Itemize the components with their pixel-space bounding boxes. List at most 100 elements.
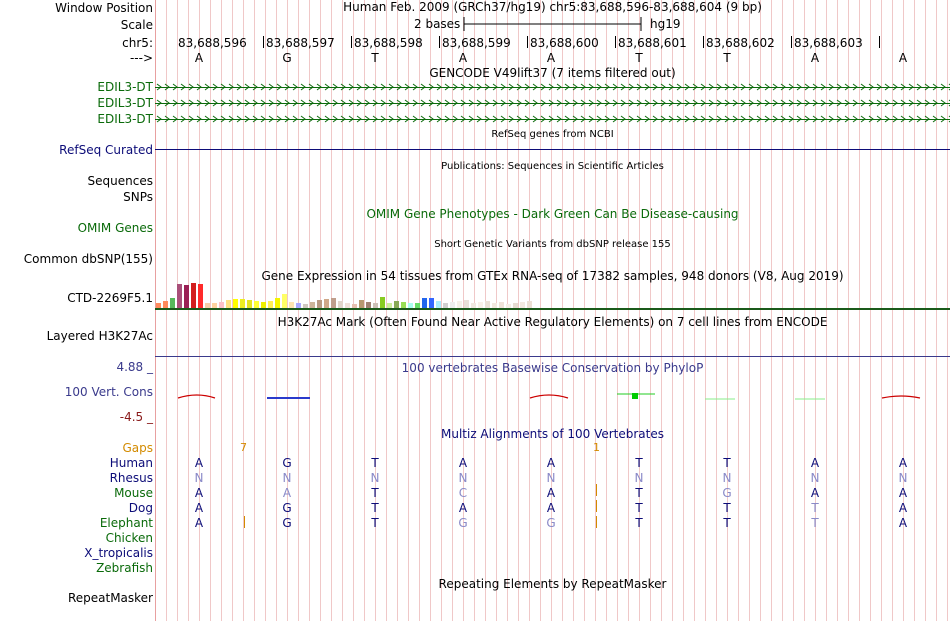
alignment-base: A <box>898 516 908 530</box>
gtex-bar[interactable] <box>240 299 245 308</box>
gencode-transcripts[interactable] <box>155 80 950 126</box>
alignment-base: C <box>458 486 468 500</box>
gtex-bar[interactable] <box>345 303 350 308</box>
gtex-bar[interactable] <box>422 298 427 308</box>
gaps-label: Gaps <box>122 441 153 455</box>
gtex-bar[interactable] <box>317 300 322 308</box>
dbsnp-label[interactable]: Common dbSNP(155) <box>23 252 153 266</box>
gtex-bar[interactable] <box>485 301 490 308</box>
refseq-line[interactable] <box>155 149 950 150</box>
gtex-bar[interactable] <box>408 303 413 308</box>
ruler-tick <box>791 36 792 48</box>
species-label[interactable]: Chicken <box>105 531 153 545</box>
gtex-bar[interactable] <box>191 283 196 308</box>
gtex-bar[interactable] <box>366 302 371 308</box>
gtex-bar[interactable] <box>513 303 518 308</box>
gtex-bar[interactable] <box>394 301 399 308</box>
ruler-position: 83,688,599 <box>442 36 511 50</box>
gtex-bar[interactable] <box>492 303 497 308</box>
sequence-base: A <box>458 51 468 65</box>
gtex-bar[interactable] <box>303 304 308 308</box>
gtex-bar[interactable] <box>254 301 259 308</box>
gtex-bar[interactable] <box>324 299 329 308</box>
alignment-base: G <box>458 516 468 530</box>
alignment-base: T <box>635 456 643 470</box>
gtex-label[interactable]: CTD-2269F5.1 <box>67 291 153 305</box>
species-label[interactable]: Zebrafish <box>96 561 153 575</box>
gencode-item-1[interactable]: EDIL3-DT <box>97 80 153 94</box>
gtex-bar[interactable] <box>247 300 252 308</box>
gtex-bar[interactable] <box>380 297 385 308</box>
gtex-bar[interactable] <box>520 302 525 308</box>
gtex-bar[interactable] <box>212 303 217 308</box>
alignment-base: N <box>370 471 380 485</box>
gtex-bar[interactable] <box>499 302 504 308</box>
gtex-bar[interactable] <box>261 302 266 308</box>
gencode-item-2[interactable]: EDIL3-DT <box>97 96 153 110</box>
rmsk-title: Repeating Elements by RepeatMasker <box>438 577 667 591</box>
gtex-bar[interactable] <box>275 298 280 308</box>
gtex-bar[interactable] <box>478 302 483 308</box>
gtex-bar[interactable] <box>205 303 210 308</box>
h3k27ac-label[interactable]: Layered H3K27Ac <box>46 329 153 343</box>
alignment-base: A <box>898 486 908 500</box>
gtex-bar[interactable] <box>527 301 532 308</box>
gtex-bar[interactable] <box>156 303 161 308</box>
gtex-bar[interactable] <box>457 301 462 308</box>
gtex-bar[interactable] <box>359 300 364 308</box>
pubs-label-sequences[interactable]: Sequences <box>87 174 153 188</box>
gtex-bar[interactable] <box>268 301 273 308</box>
ruler-position: 83,688,597 <box>266 36 335 50</box>
gtex-bar[interactable] <box>226 300 231 308</box>
gtex-bar[interactable] <box>198 284 203 308</box>
gtex-bar[interactable] <box>310 302 315 308</box>
gtex-bar[interactable] <box>219 302 224 308</box>
species-label[interactable]: Dog <box>128 501 153 515</box>
gtex-bar[interactable] <box>338 301 343 308</box>
gtex-bar[interactable] <box>415 303 420 308</box>
rmsk-label[interactable]: RepeatMasker <box>67 591 153 605</box>
gencode-item-3[interactable]: EDIL3-DT <box>97 112 153 126</box>
gtex-bar-graph[interactable] <box>155 282 950 312</box>
gtex-bar[interactable] <box>429 298 434 308</box>
gtex-bar[interactable] <box>233 299 238 308</box>
gtex-bar[interactable] <box>296 303 301 308</box>
gtex-bar[interactable] <box>352 304 357 308</box>
species-label[interactable]: Human <box>109 456 153 470</box>
ruler-position: 83,688,601 <box>618 36 687 50</box>
species-label[interactable]: X_tropicalis <box>84 546 153 560</box>
gtex-bar[interactable] <box>184 285 189 308</box>
gtex-bar[interactable] <box>471 303 476 308</box>
omim-label[interactable]: OMIM Genes <box>77 221 153 235</box>
gtex-bar[interactable] <box>464 300 469 308</box>
pubs-title: Publications: Sequences in Scientific Ar… <box>441 161 664 172</box>
gtex-bar[interactable] <box>436 301 441 308</box>
species-label[interactable]: Mouse <box>114 486 153 500</box>
gap-count-2: 1 <box>593 441 600 454</box>
window-position-label: Window Position <box>55 1 153 15</box>
gtex-bar[interactable] <box>177 284 182 308</box>
phylop-label[interactable]: 100 Vert. Cons <box>64 385 153 399</box>
ruler-position: 83,688,603 <box>794 36 863 50</box>
gtex-bar[interactable] <box>289 302 294 308</box>
gtex-bar[interactable] <box>170 298 175 308</box>
phylop-graph[interactable] <box>155 388 950 404</box>
refseq-label[interactable]: RefSeq Curated <box>59 143 153 157</box>
omim-title: OMIM Gene Phenotypes - Dark Green Can Be… <box>366 207 739 221</box>
gtex-bar[interactable] <box>331 298 336 308</box>
species-label[interactable]: Elephant <box>99 516 153 530</box>
pubs-label-snps[interactable]: SNPs <box>123 190 153 204</box>
gtex-bar[interactable] <box>387 303 392 308</box>
gtex-bar[interactable] <box>450 302 455 308</box>
alignment-base: T <box>371 501 379 515</box>
sequence-base: A <box>898 51 908 65</box>
species-label[interactable]: Rhesus <box>109 471 153 485</box>
gtex-bar[interactable] <box>282 294 287 308</box>
gtex-bar[interactable] <box>163 301 168 308</box>
gtex-bar[interactable] <box>443 303 448 308</box>
gtex-bar[interactable] <box>373 303 378 308</box>
gtex-bar[interactable] <box>506 304 511 308</box>
alignment-base: T <box>635 486 643 500</box>
gtex-bar[interactable] <box>401 302 406 308</box>
